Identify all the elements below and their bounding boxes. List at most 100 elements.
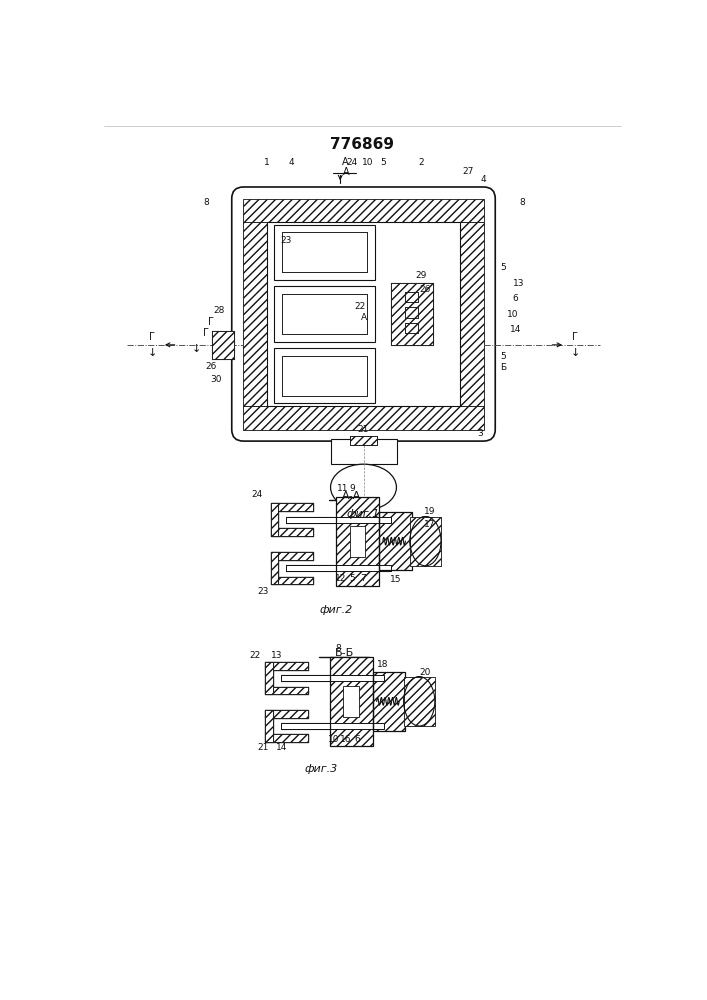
Bar bbox=[391, 283, 433, 345]
Bar bbox=[405, 307, 418, 318]
Bar bbox=[271, 503, 279, 536]
Text: 5: 5 bbox=[380, 158, 386, 167]
Bar bbox=[373, 672, 405, 731]
Text: 10: 10 bbox=[508, 310, 519, 319]
Text: А: А bbox=[343, 167, 350, 177]
Bar bbox=[286, 517, 391, 523]
FancyBboxPatch shape bbox=[232, 187, 495, 441]
Bar bbox=[265, 662, 273, 694]
Bar bbox=[243, 406, 484, 430]
Text: 17: 17 bbox=[423, 520, 435, 529]
Text: 19: 19 bbox=[423, 507, 435, 516]
Bar bbox=[271, 577, 313, 584]
Bar bbox=[271, 503, 279, 536]
Text: 6: 6 bbox=[513, 294, 518, 303]
Bar bbox=[405, 323, 418, 333]
Text: 14: 14 bbox=[510, 325, 521, 334]
Bar bbox=[379, 512, 411, 570]
Text: 26: 26 bbox=[420, 285, 431, 294]
Bar bbox=[271, 503, 313, 511]
Ellipse shape bbox=[404, 677, 435, 726]
Text: ↓: ↓ bbox=[192, 344, 201, 354]
Bar bbox=[337, 497, 379, 586]
Bar bbox=[274, 348, 375, 403]
Text: 22: 22 bbox=[250, 651, 261, 660]
Text: фиг.2: фиг.2 bbox=[320, 605, 353, 615]
Bar bbox=[282, 232, 368, 272]
Text: 10: 10 bbox=[328, 735, 340, 744]
Bar bbox=[271, 552, 313, 560]
Text: 28: 28 bbox=[213, 306, 224, 315]
Bar bbox=[410, 517, 441, 566]
Text: 29: 29 bbox=[415, 271, 426, 280]
Bar bbox=[265, 687, 308, 694]
Text: 10: 10 bbox=[361, 158, 373, 167]
Text: 13: 13 bbox=[513, 279, 525, 288]
Bar bbox=[282, 356, 368, 396]
Bar bbox=[391, 283, 433, 345]
Bar bbox=[281, 675, 385, 681]
Text: 13: 13 bbox=[271, 651, 283, 660]
Bar bbox=[265, 734, 308, 742]
Bar bbox=[243, 222, 267, 406]
Text: Г: Г bbox=[149, 332, 155, 342]
Bar bbox=[331, 439, 397, 464]
Bar bbox=[405, 307, 418, 318]
Bar bbox=[212, 331, 234, 359]
Bar bbox=[274, 225, 375, 280]
Bar bbox=[271, 503, 313, 511]
Text: Г: Г bbox=[203, 328, 209, 338]
Text: 16: 16 bbox=[340, 735, 351, 744]
Text: А: А bbox=[361, 313, 366, 322]
Text: 4: 4 bbox=[288, 158, 294, 167]
Bar bbox=[274, 286, 375, 342]
Text: 8: 8 bbox=[335, 644, 341, 653]
Bar bbox=[265, 734, 308, 742]
Text: 1: 1 bbox=[264, 158, 269, 167]
Bar bbox=[271, 577, 313, 584]
Text: 6: 6 bbox=[354, 735, 360, 744]
Text: 22: 22 bbox=[354, 302, 366, 311]
Bar bbox=[330, 657, 373, 746]
Text: 21: 21 bbox=[358, 425, 369, 434]
Text: 18: 18 bbox=[377, 660, 389, 669]
Text: 8: 8 bbox=[520, 198, 525, 207]
Bar bbox=[405, 323, 418, 333]
Text: 23: 23 bbox=[257, 587, 269, 596]
Bar bbox=[271, 552, 279, 584]
Bar bbox=[405, 292, 418, 302]
Bar bbox=[271, 528, 313, 536]
Bar bbox=[460, 222, 484, 406]
Bar bbox=[271, 528, 313, 536]
Text: Г: Г bbox=[208, 317, 214, 327]
Bar bbox=[265, 687, 308, 694]
Bar bbox=[271, 552, 279, 584]
Text: ↓: ↓ bbox=[571, 348, 580, 358]
Text: 24: 24 bbox=[346, 158, 358, 167]
Bar bbox=[404, 677, 435, 726]
Bar bbox=[243, 199, 484, 222]
Bar bbox=[265, 710, 273, 742]
Bar bbox=[379, 512, 411, 570]
Bar bbox=[265, 662, 273, 694]
Text: 20: 20 bbox=[420, 668, 431, 677]
Text: 21: 21 bbox=[257, 743, 269, 752]
Text: 14: 14 bbox=[276, 743, 288, 752]
Text: 27: 27 bbox=[462, 167, 474, 176]
Bar bbox=[344, 686, 359, 717]
Bar bbox=[349, 526, 365, 557]
Text: Б-Б: Б-Б bbox=[334, 648, 354, 658]
Text: 23: 23 bbox=[280, 236, 292, 245]
Text: 11: 11 bbox=[337, 484, 349, 493]
Text: 12: 12 bbox=[334, 574, 346, 583]
Bar bbox=[271, 552, 313, 560]
Text: Г: Г bbox=[572, 332, 578, 342]
Bar bbox=[405, 292, 418, 302]
Bar bbox=[330, 657, 373, 746]
Text: 5: 5 bbox=[500, 352, 506, 361]
Text: фиг.1: фиг.1 bbox=[347, 509, 380, 519]
Bar bbox=[282, 232, 368, 272]
Text: Б: Б bbox=[500, 363, 506, 372]
Bar bbox=[373, 672, 405, 731]
Bar bbox=[286, 565, 391, 571]
